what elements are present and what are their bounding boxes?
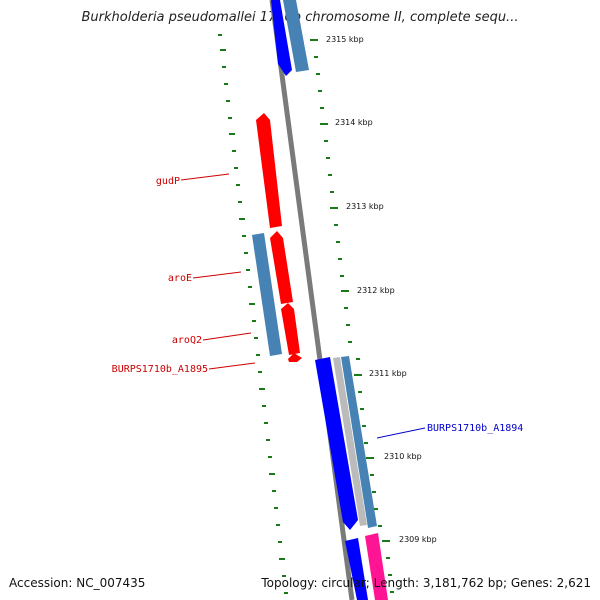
feature-a1894-gray[interactable]	[333, 357, 367, 526]
leader-aroE	[192, 271, 242, 279]
right-tick-marks	[310, 39, 394, 593]
gene-label-aroE[interactable]: aroE	[168, 273, 192, 284]
leader-aroQ2	[202, 332, 252, 341]
left-tick-marks	[218, 34, 288, 594]
topology-summary: Topology: circular; Length: 3,181,762 bp…	[261, 576, 591, 590]
leader-gudP	[180, 173, 230, 181]
tick-label-2311: 2311 kbp	[369, 369, 407, 378]
leader-a1895	[208, 362, 256, 370]
reverse-gene-a1894[interactable]	[315, 357, 358, 530]
gene-label-aroQ2[interactable]: aroQ2	[172, 335, 202, 346]
feature-bottom-pink[interactable]	[365, 533, 388, 600]
forward-gene-aroQ2[interactable]	[281, 303, 300, 355]
gene-label-a1894[interactable]: BURPS1710b_A1894	[427, 423, 523, 434]
chromosome-backbone	[269, 0, 355, 600]
forward-gene-aroE[interactable]	[270, 231, 293, 304]
reverse-gene-bottom-blue[interactable]	[345, 538, 368, 600]
forward-gene-a1895[interactable]	[288, 353, 302, 362]
tick-label-2310: 2310 kbp	[384, 452, 422, 461]
tick-label-2312: 2312 kbp	[357, 286, 395, 295]
forward-gene-gudP[interactable]	[256, 113, 282, 228]
accession-text: Accession: NC_007435	[9, 576, 146, 590]
reverse-gene-top-blue[interactable]	[271, 0, 292, 76]
tick-label-2309: 2309 kbp	[399, 535, 437, 544]
leader-a1894	[376, 427, 426, 439]
feature-aroE-left-steelblue[interactable]	[252, 233, 282, 356]
reverse-feature-top-steelblue[interactable]	[283, 0, 309, 72]
gene-label-gudP[interactable]: gudP	[156, 176, 180, 187]
gene-label-a1895[interactable]: BURPS1710b_A1895	[112, 364, 208, 375]
tick-label-2314: 2314 kbp	[335, 118, 373, 127]
map-title: Burkholderia pseudomallei 1710b chromoso…	[81, 10, 519, 25]
tick-label-2313: 2313 kbp	[346, 202, 384, 211]
tick-label-2315: 2315 kbp	[326, 35, 364, 44]
feature-a1894-steelblue[interactable]	[341, 356, 377, 528]
